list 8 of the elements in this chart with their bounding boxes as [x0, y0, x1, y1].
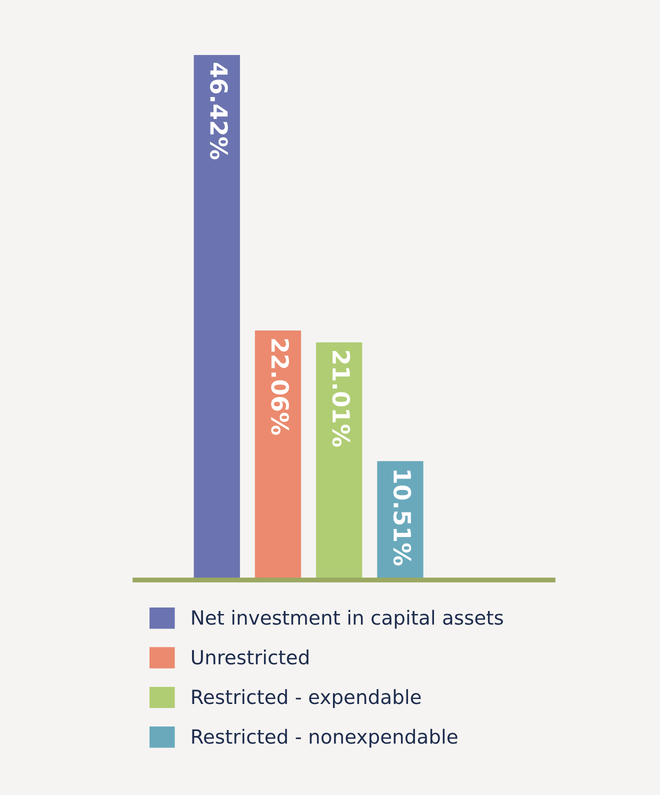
data-label: 22.06% — [271, 339, 290, 435]
legend-label: Restricted - nonexpendable — [192, 728, 458, 748]
data-label: 10.51% — [393, 470, 412, 566]
legend-label: Unrestricted — [192, 650, 308, 665]
legend-label: Restricted - expendable — [192, 689, 421, 708]
data-label: 21.01% — [332, 351, 350, 447]
legend-label: Net investment in capital assets — [192, 610, 503, 629]
data-label: 46.42% — [210, 62, 228, 160]
